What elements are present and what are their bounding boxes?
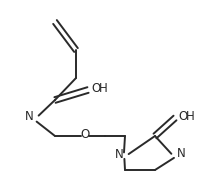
Text: N: N [25,110,34,123]
Text: O: O [80,128,90,141]
Text: H: H [186,110,195,123]
Text: O: O [178,110,187,123]
Text: O: O [91,82,100,95]
Text: N: N [115,148,124,161]
Text: H: H [99,82,108,95]
Text: N: N [177,147,186,160]
